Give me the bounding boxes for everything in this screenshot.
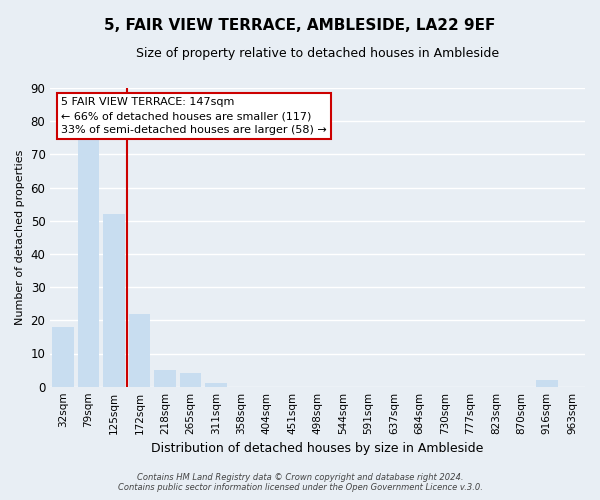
X-axis label: Distribution of detached houses by size in Ambleside: Distribution of detached houses by size … xyxy=(151,442,484,455)
Text: Contains HM Land Registry data © Crown copyright and database right 2024.
Contai: Contains HM Land Registry data © Crown c… xyxy=(118,473,482,492)
Y-axis label: Number of detached properties: Number of detached properties xyxy=(15,150,25,325)
Bar xyxy=(536,380,557,386)
Title: Size of property relative to detached houses in Ambleside: Size of property relative to detached ho… xyxy=(136,48,499,60)
Bar xyxy=(205,384,227,386)
Bar xyxy=(103,214,125,386)
Text: 5, FAIR VIEW TERRACE, AMBLESIDE, LA22 9EF: 5, FAIR VIEW TERRACE, AMBLESIDE, LA22 9E… xyxy=(104,18,496,32)
Bar xyxy=(77,138,100,386)
Text: 5 FAIR VIEW TERRACE: 147sqm
← 66% of detached houses are smaller (117)
33% of se: 5 FAIR VIEW TERRACE: 147sqm ← 66% of det… xyxy=(61,97,327,135)
Bar xyxy=(128,314,150,386)
Bar xyxy=(179,374,201,386)
Bar xyxy=(52,327,74,386)
Bar xyxy=(154,370,176,386)
